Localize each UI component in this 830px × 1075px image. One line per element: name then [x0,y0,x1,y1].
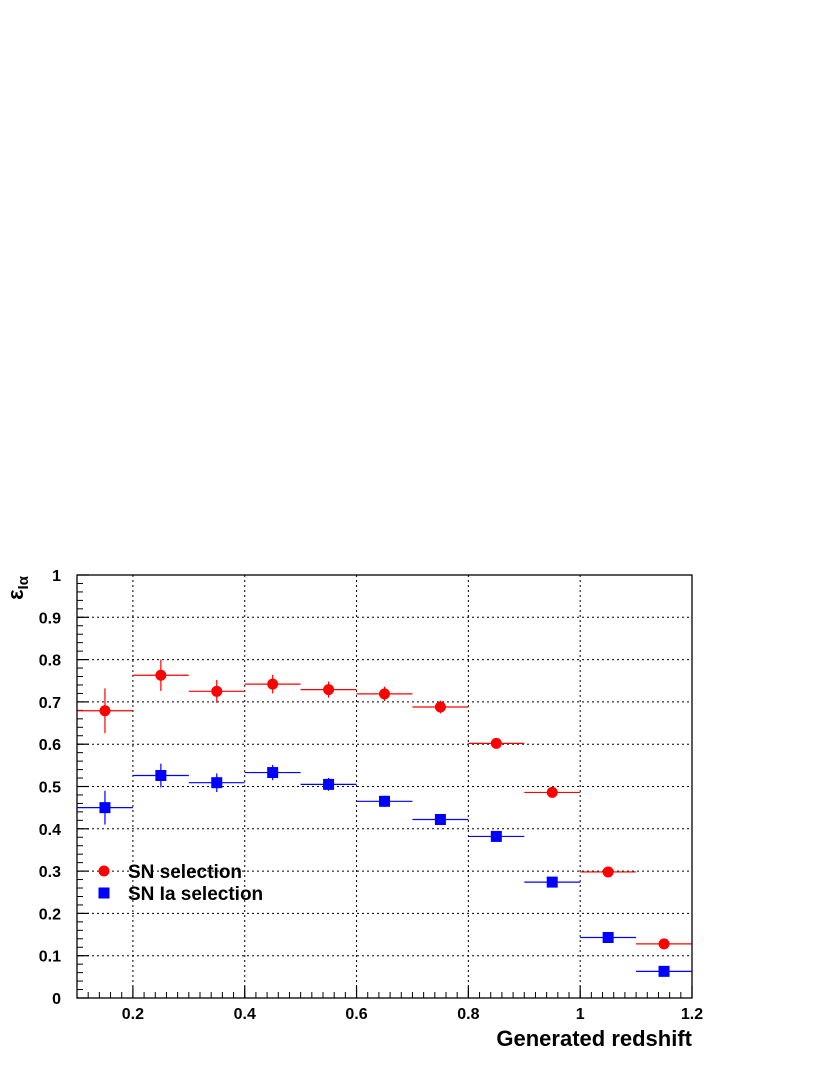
data-point [155,770,167,782]
y-tick-labels: 0 0.1 0.2 0.3 0.4 0.5 0.6 0.7 0.8 0.9 1 [39,568,61,1008]
y-axis-title-sub: Iα [15,575,32,589]
x-tick-labels: 0.2 0.4 0.6 0.8 1 1.2 [122,1006,703,1023]
data-point [434,813,446,825]
y-tick-label: 0.7 [39,695,61,712]
y-tick-label: 0.1 [39,949,61,966]
data-point [546,786,558,798]
plot-frame [76,574,693,999]
data-point [658,938,670,950]
y-tick-label: 0.5 [39,780,61,797]
legend-marker [98,865,110,877]
y-tick-label: 0.3 [39,864,61,881]
data-point [99,802,111,814]
legend-label: SN selection [128,862,242,883]
legend-marker [98,887,110,899]
grid-lines [77,575,692,998]
y-tick-label: 0.9 [39,610,61,627]
data-point [379,795,390,807]
data-point [658,965,670,977]
y-tick-label: 0.2 [39,906,61,923]
y-tick-label: 0 [52,991,61,1008]
series-2 [77,763,692,977]
data-point [490,737,502,749]
svg-text:εIα: εIα [3,575,32,600]
y-axis-title: εIα [3,575,32,600]
x-tick-label: 0.4 [234,1006,256,1023]
minor-ticks [76,574,693,999]
x-tick-label: 0.6 [345,1006,367,1023]
y-tick-label: 0.8 [39,653,61,670]
data-point [323,778,335,790]
data-point [267,767,279,779]
data-point [602,866,614,878]
y-tick-label: 0.4 [39,822,61,839]
major-ticks [77,574,693,999]
legend-entry-2: SN Ia selection [98,884,263,905]
data-point [546,876,558,888]
series-layer [77,659,692,977]
series-1 [77,659,692,950]
y-tick-label: 0.6 [39,737,61,754]
data-point [267,678,279,690]
legend-label: SN Ia selection [128,884,263,905]
data-point [99,705,111,717]
x-tick-label: 0.8 [457,1006,479,1023]
legend-entry-1: SN selection [98,862,242,883]
data-point [490,830,502,842]
data-point [211,685,223,697]
y-tick-label: 1 [52,568,61,585]
y-axis-title-main: ε [3,589,28,600]
data-point [155,669,167,681]
x-tick-label: 1.2 [681,1006,703,1023]
x-tick-label: 1 [576,1006,585,1023]
data-point [434,701,446,713]
data-point [323,684,335,696]
data-point [211,777,223,789]
data-point [602,932,614,944]
data-point [379,688,390,700]
x-tick-label: 0.2 [122,1006,144,1023]
x-axis-title: Generated redshift [496,1026,692,1051]
